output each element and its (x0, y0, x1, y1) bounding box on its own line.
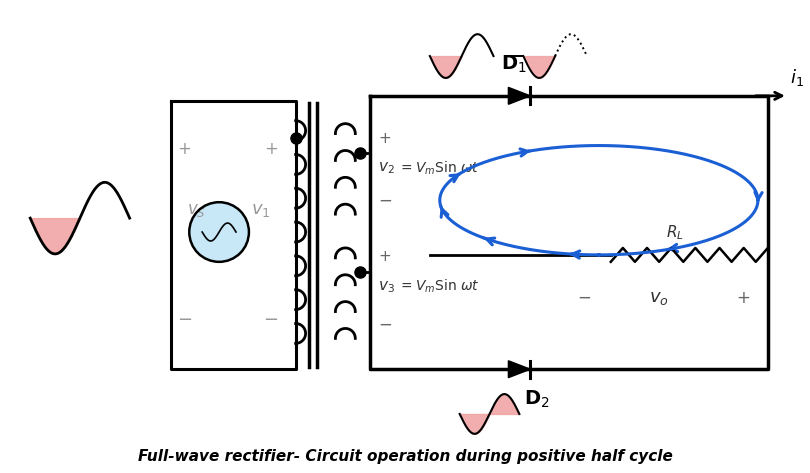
Text: +: + (378, 131, 391, 146)
Text: D$_1$: D$_1$ (501, 53, 527, 75)
Text: D$_2$: D$_2$ (524, 388, 550, 410)
Text: +: + (264, 140, 278, 158)
Text: $v_o$: $v_o$ (649, 289, 668, 307)
Text: −: − (378, 315, 392, 333)
Polygon shape (509, 88, 531, 104)
Text: −: − (577, 289, 590, 307)
Text: $v_2$: $v_2$ (378, 160, 394, 176)
Polygon shape (509, 361, 531, 377)
Text: $v_1$: $v_1$ (251, 201, 271, 219)
Circle shape (190, 202, 249, 262)
Text: −: − (378, 191, 392, 209)
Text: $= V_m$Sin $\omega t$: $= V_m$Sin $\omega t$ (398, 278, 480, 296)
Text: +: + (736, 289, 750, 307)
Text: +: + (378, 249, 391, 264)
Text: Full-wave rectifier- Circuit operation during positive half cycle: Full-wave rectifier- Circuit operation d… (138, 449, 672, 464)
Text: $v_3$: $v_3$ (378, 279, 395, 295)
Text: −: − (177, 310, 192, 329)
Text: +: + (177, 140, 191, 158)
Text: $i_1$: $i_1$ (790, 68, 804, 88)
Text: −: − (263, 310, 279, 329)
Text: $= V_m$Sin $\omega t$: $= V_m$Sin $\omega t$ (398, 160, 480, 177)
Text: $v_S$: $v_S$ (187, 201, 206, 219)
Text: $R_L$: $R_L$ (667, 224, 684, 242)
